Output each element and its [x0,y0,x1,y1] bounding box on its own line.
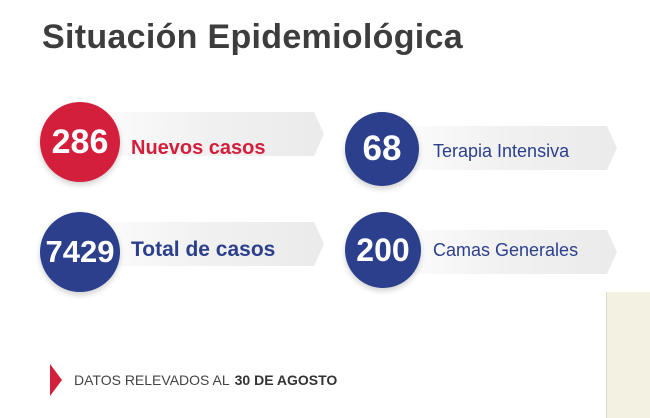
stat-label: Terapia Intensiva [433,141,570,161]
stat-value: 200 [356,231,410,268]
data-date-footer: DATOS RELEVADOS AL 30 DE AGOSTO [50,364,337,396]
stat-value: 68 [362,129,402,168]
stat-total-casos: 7429 Total de casos [40,212,340,298]
stat-value: 286 [51,122,109,161]
stat-terapia-intensiva: 68 Terapia Intensiva [345,112,625,198]
stat-value: 7429 [45,234,115,269]
stat-value-circle: 7429 [40,212,120,292]
stat-value-circle: 68 [345,112,419,186]
footer-prefix: DATOS RELEVADOS AL [74,372,230,388]
stat-label: Camas Generales [433,240,579,260]
footer-date: 30 DE AGOSTO [234,372,338,388]
corner-overlay [606,292,650,418]
page-title: Situación Epidemiológica [42,18,463,56]
stat-value-circle: 286 [40,102,120,182]
stat-label: Total de casos [131,238,276,261]
stat-label: Nuevos casos [131,137,266,159]
triangle-marker-icon [50,364,62,396]
stat-camas-generales: 200 Camas Generales [345,212,625,298]
stat-nuevos-casos: 286 Nuevos casos [40,102,340,188]
stat-value-circle: 200 [345,212,421,288]
